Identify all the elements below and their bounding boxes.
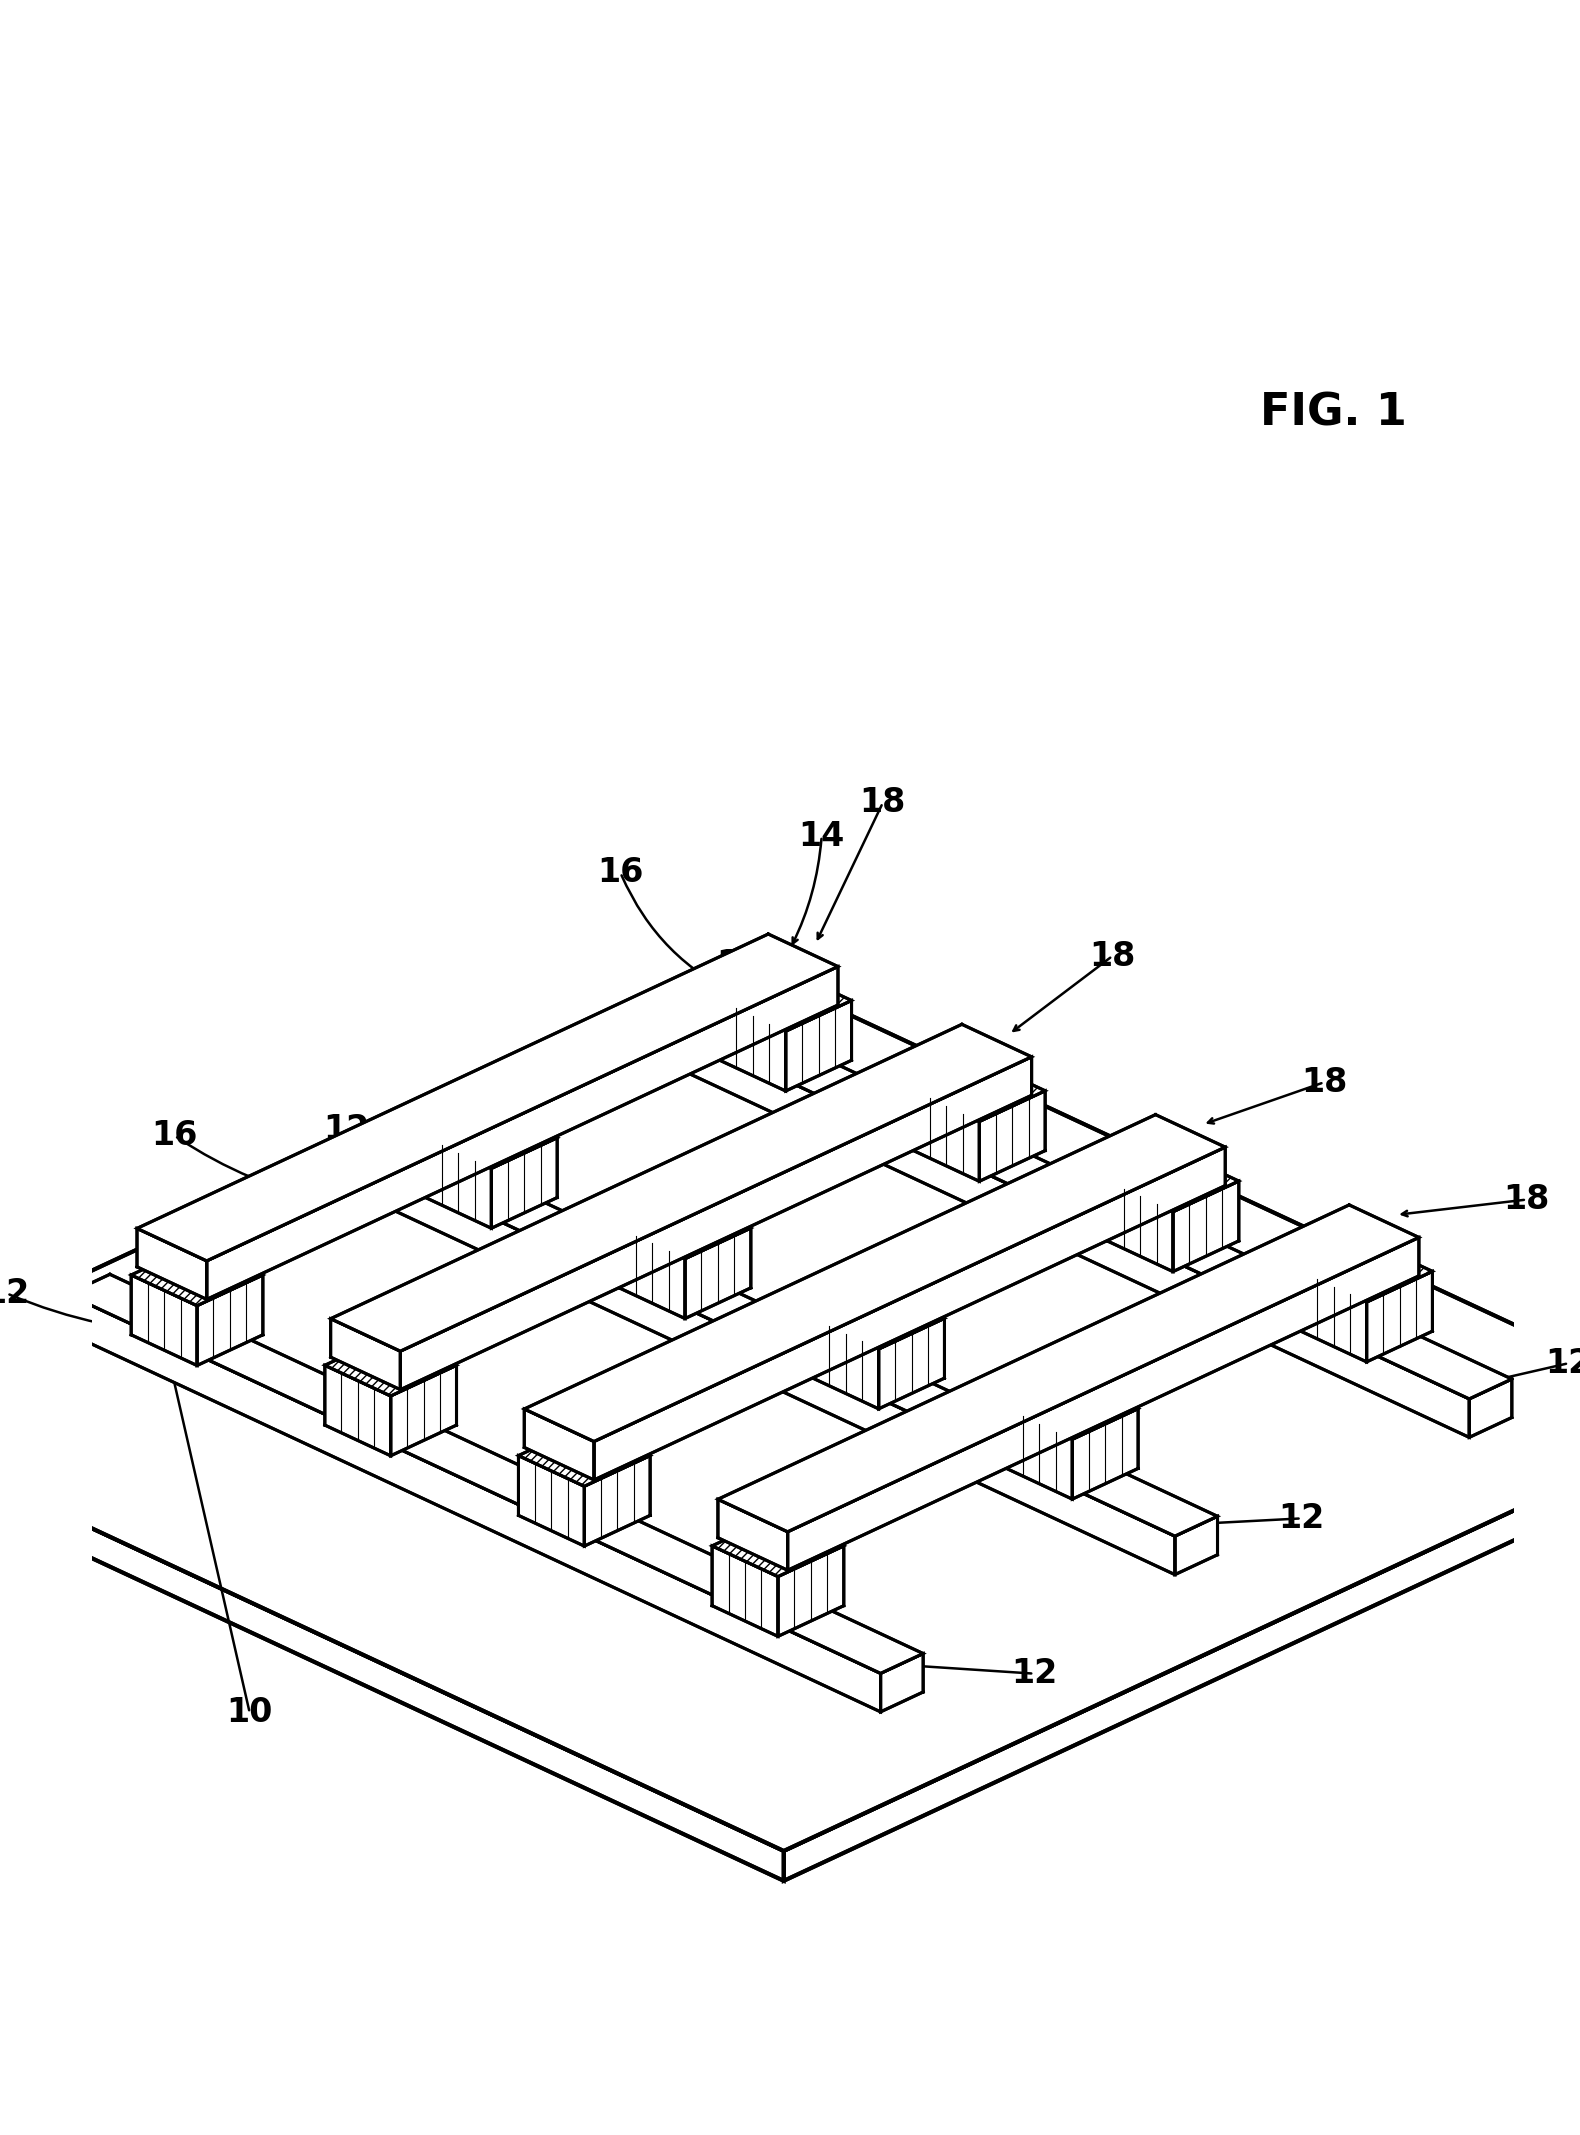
Polygon shape (585, 1456, 649, 1546)
Text: 10: 10 (226, 1697, 273, 1729)
Polygon shape (491, 1138, 558, 1228)
Polygon shape (878, 1317, 945, 1409)
Text: 18: 18 (1089, 939, 1136, 974)
Polygon shape (330, 1025, 1032, 1351)
Polygon shape (788, 1238, 1419, 1569)
Text: 18: 18 (860, 786, 905, 820)
Polygon shape (198, 1275, 262, 1366)
Polygon shape (1073, 1409, 1138, 1499)
Polygon shape (913, 1091, 980, 1181)
Polygon shape (619, 1198, 750, 1260)
Polygon shape (1300, 1270, 1367, 1362)
Polygon shape (619, 1228, 686, 1319)
Polygon shape (525, 1114, 1224, 1441)
Polygon shape (518, 1456, 585, 1546)
Text: 14: 14 (798, 820, 845, 852)
Polygon shape (1108, 1151, 1239, 1213)
Polygon shape (656, 999, 1512, 1398)
Polygon shape (207, 967, 837, 1300)
Polygon shape (980, 1091, 1044, 1181)
Polygon shape (330, 1319, 400, 1390)
Polygon shape (656, 1021, 1469, 1437)
Text: 12: 12 (0, 1277, 30, 1311)
Polygon shape (1469, 1379, 1512, 1437)
Text: 12: 12 (1011, 1657, 1057, 1691)
Polygon shape (713, 1546, 777, 1635)
Text: 12: 12 (1545, 1347, 1580, 1379)
Polygon shape (525, 1409, 594, 1480)
Polygon shape (785, 1001, 852, 1091)
Polygon shape (713, 1516, 844, 1576)
Polygon shape (1006, 1409, 1073, 1499)
Polygon shape (325, 1334, 457, 1396)
Polygon shape (137, 1228, 207, 1300)
Polygon shape (1172, 1181, 1239, 1272)
Polygon shape (1300, 1240, 1433, 1302)
Polygon shape (913, 1061, 1044, 1121)
Polygon shape (720, 969, 852, 1031)
Polygon shape (777, 1546, 844, 1635)
Polygon shape (518, 1424, 649, 1486)
Polygon shape (594, 1146, 1224, 1480)
Polygon shape (362, 1157, 1176, 1576)
Polygon shape (784, 1418, 1580, 1881)
Text: 18: 18 (1504, 1183, 1550, 1217)
Polygon shape (720, 1001, 785, 1091)
Polygon shape (0, 965, 1580, 1851)
Polygon shape (1108, 1181, 1172, 1272)
Text: 12: 12 (322, 1112, 370, 1146)
Polygon shape (131, 1245, 262, 1307)
Polygon shape (812, 1317, 878, 1409)
Polygon shape (1006, 1377, 1138, 1439)
Polygon shape (390, 1364, 457, 1456)
Text: 12: 12 (1278, 1501, 1324, 1535)
Polygon shape (425, 1108, 558, 1168)
Text: 16: 16 (597, 856, 643, 890)
Polygon shape (717, 1499, 788, 1569)
Polygon shape (0, 1398, 784, 1881)
Polygon shape (137, 933, 837, 1262)
Polygon shape (425, 1138, 491, 1228)
Polygon shape (325, 1364, 390, 1456)
Polygon shape (68, 1275, 923, 1674)
Polygon shape (362, 1138, 1218, 1537)
Polygon shape (400, 1057, 1032, 1390)
Polygon shape (1367, 1270, 1433, 1362)
Polygon shape (68, 1294, 880, 1712)
Polygon shape (1176, 1516, 1218, 1576)
Polygon shape (131, 1275, 198, 1366)
Polygon shape (686, 1228, 750, 1319)
Text: 16: 16 (152, 1119, 198, 1153)
Polygon shape (812, 1287, 945, 1349)
Text: FIG. 1: FIG. 1 (1261, 391, 1408, 436)
Text: 18: 18 (1300, 1065, 1348, 1100)
Polygon shape (717, 1204, 1419, 1531)
Polygon shape (880, 1652, 923, 1712)
Text: 12: 12 (716, 948, 763, 982)
